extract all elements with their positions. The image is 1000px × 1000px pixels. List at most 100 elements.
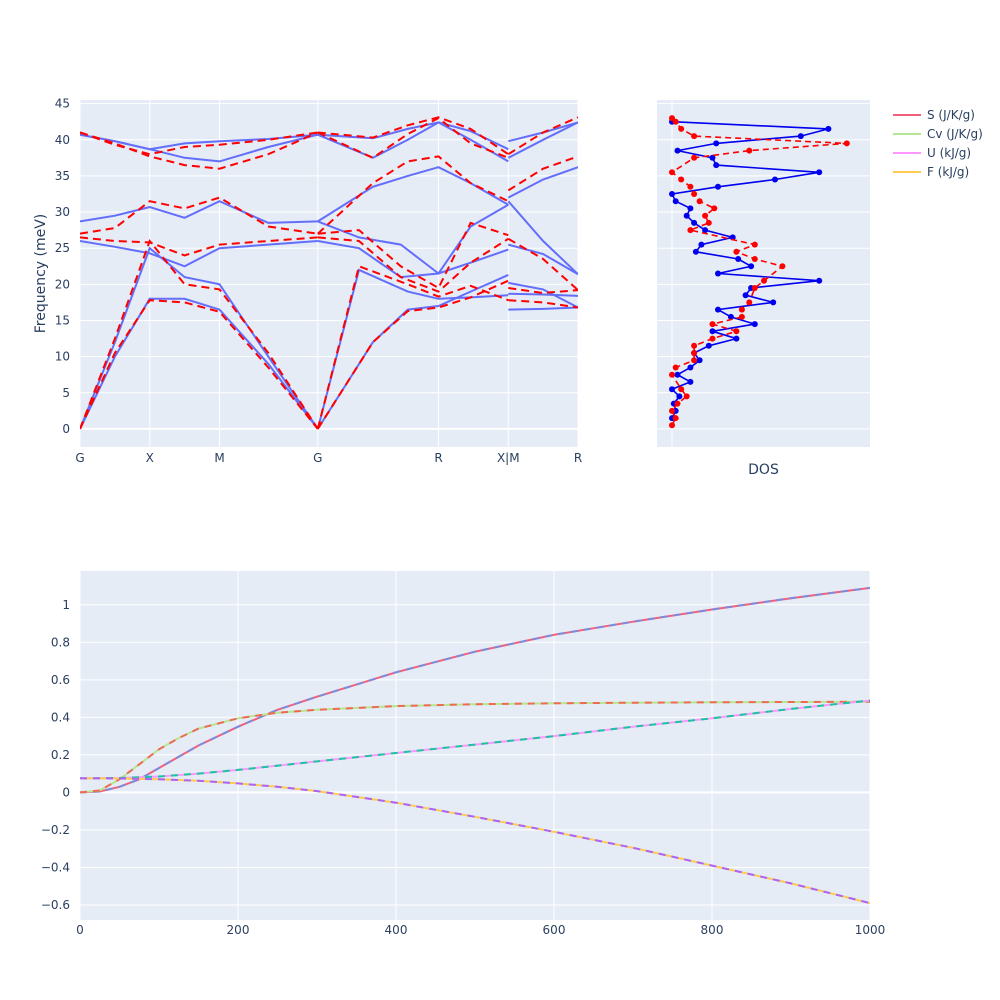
dos-point — [692, 248, 699, 255]
dos-point — [687, 183, 694, 190]
dos-point — [825, 125, 832, 132]
dos-point — [797, 133, 804, 140]
dos-point — [751, 241, 758, 248]
band-line-dashed-38 — [507, 116, 578, 156]
band-line-dashed-24 — [316, 264, 509, 430]
band-line-dashed-34 — [508, 299, 578, 309]
band-line-dashed-30 — [80, 131, 319, 170]
band-line-solid-18 — [507, 166, 578, 199]
dos-point — [669, 422, 675, 429]
band-line-solid-11 — [317, 121, 509, 163]
dos-point — [696, 198, 703, 205]
legend-label: Cv (J/K/g) — [927, 127, 983, 141]
dos-point — [672, 118, 679, 125]
dos-point — [727, 313, 734, 320]
thermo-line-overlay-0 — [80, 586, 870, 794]
dos-point — [729, 234, 736, 241]
dos-point — [674, 400, 681, 407]
band-line-dashed-21 — [80, 299, 319, 430]
dos-point — [746, 147, 753, 154]
band-line-dashed-33 — [317, 116, 509, 156]
dos-point — [738, 313, 745, 320]
dos-point — [738, 306, 745, 313]
band-line-solid-16 — [508, 243, 578, 276]
dos-point — [709, 335, 716, 342]
bands-xtick-label: R — [574, 451, 582, 465]
legend-label: U (kJ/g) — [927, 146, 971, 160]
bands-ytick-label: 15 — [55, 313, 70, 327]
dos-point — [687, 227, 694, 234]
band-line-dashed-36 — [507, 237, 578, 291]
dos-point — [746, 299, 753, 306]
dos-point — [709, 154, 716, 161]
dos-point — [735, 256, 742, 262]
legend[interactable]: S (J/K/g) Cv (J/K/g) U (kJ/g) F (kJ/g) — [893, 108, 983, 179]
legend-label: S (J/K/g) — [927, 108, 975, 122]
dos-panel: DOS — [657, 100, 870, 478]
dos-point — [678, 176, 685, 183]
dos-point — [698, 241, 705, 248]
dos-point — [678, 386, 685, 393]
thermo-ytick-label: 0.4 — [51, 710, 70, 724]
dos-point — [715, 306, 721, 313]
dos-point — [674, 371, 681, 378]
thermo-ytick-label: −0.4 — [41, 860, 70, 874]
dos-point — [672, 364, 679, 371]
band-line-solid-5 — [80, 200, 318, 224]
dos-point — [709, 328, 716, 335]
dos-point — [713, 162, 720, 169]
dos-point — [687, 364, 694, 371]
thermo-ytick-label: 0.6 — [51, 673, 70, 687]
dos-point — [691, 191, 698, 197]
bands-ytick-label: 40 — [55, 133, 70, 147]
band-line-dashed-29 — [317, 155, 509, 235]
dos-point — [691, 154, 698, 161]
thermo-line-overlay-1 — [80, 700, 870, 794]
band-line-solid-6 — [317, 240, 509, 279]
dos-point — [669, 115, 675, 122]
thermo-ytick-label: 0.8 — [51, 635, 70, 649]
dos-point — [683, 393, 690, 400]
dos-point — [705, 219, 712, 226]
bands-ytick-label: 30 — [55, 205, 70, 219]
bands-y-axis-title: Frequency (meV) — [33, 214, 49, 334]
bands-ytick-label: 20 — [55, 277, 70, 291]
thermo-line-overlay-3 — [80, 777, 870, 905]
legend-item[interactable]: Cv (J/K/g) — [893, 127, 983, 141]
bands-xtick-label: X|M — [497, 451, 520, 465]
band-line-dashed-27 — [317, 236, 509, 293]
dos-point — [779, 263, 786, 270]
band-line-dashed-26 — [80, 196, 318, 235]
thermo-xtick-label: 0 — [76, 923, 84, 937]
band-line-dashed-35 — [508, 287, 578, 295]
band-line-solid-4 — [80, 240, 318, 268]
dos-point — [683, 212, 690, 219]
bands-ytick-label: 25 — [55, 241, 70, 255]
dos-point — [748, 263, 755, 270]
thermo-ytick-label: −0.6 — [41, 898, 70, 912]
band-structure-panel: 0 5 10 15 20 25 30 35 40 45 G X M G R X|M R Frequency (me… — [33, 97, 582, 465]
thermo-xtick-label: 800 — [701, 923, 724, 937]
band-line-dashed-23 — [316, 279, 509, 430]
dos-point — [751, 256, 758, 262]
band-line-solid-14 — [508, 292, 578, 297]
dos-point — [751, 285, 758, 291]
band-line-dashed-25 — [80, 236, 318, 257]
dos-point — [691, 342, 698, 349]
thermo-ytick-label: 0 — [62, 785, 70, 799]
thermo-ytick-label: −0.2 — [41, 823, 70, 837]
thermo-xtick-label: 400 — [385, 923, 408, 937]
dos-point — [687, 378, 694, 385]
bands-ytick-label: 35 — [55, 169, 70, 183]
bands-xtick-label: G — [313, 451, 322, 465]
legend-item[interactable]: U (kJ/g) — [893, 146, 971, 160]
dos-point — [751, 321, 758, 328]
legend-item[interactable]: S (J/K/g) — [893, 108, 975, 122]
band-line-solid-13 — [508, 306, 578, 311]
bands-plot-area — [80, 100, 578, 447]
dos-point — [672, 198, 679, 205]
dos-point — [669, 386, 675, 393]
thermo-xtick-label: 1000 — [855, 923, 886, 937]
dos-point — [816, 277, 823, 284]
legend-item[interactable]: F (kJ/g) — [893, 165, 969, 179]
